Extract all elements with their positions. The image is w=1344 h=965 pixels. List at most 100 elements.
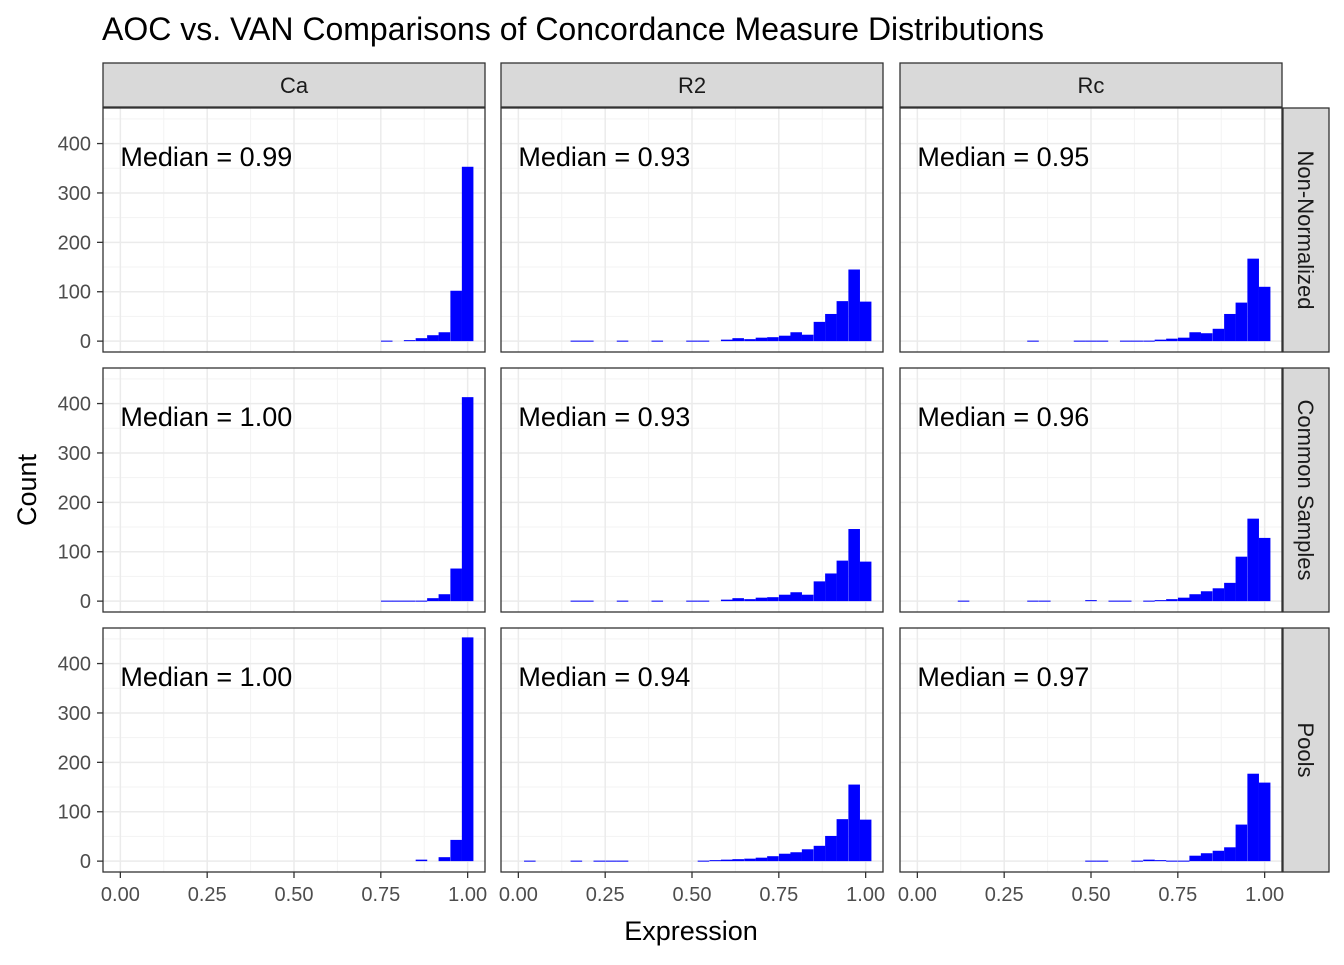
y-tick-label: 200 [58, 492, 91, 514]
histogram-bar [848, 784, 860, 862]
median-annotation: Median = 0.93 [518, 402, 690, 432]
histogram-bar [380, 340, 393, 342]
histogram-bar [1131, 340, 1143, 342]
histogram-bar [1166, 860, 1178, 862]
x-axis-label: Expression [624, 916, 758, 946]
panel-border [500, 367, 884, 613]
histogram-bar [616, 340, 629, 342]
histogram-bar [1189, 594, 1201, 602]
histogram-bar [616, 600, 629, 602]
row-strip [1282, 367, 1330, 613]
histogram-bar [767, 597, 779, 602]
histogram-bar [616, 860, 629, 862]
y-tick-label: 100 [58, 542, 91, 564]
histogram-bar [813, 581, 826, 602]
histogram-bar [1247, 258, 1259, 342]
histogram-bar [570, 340, 583, 342]
histogram-bar [755, 337, 768, 342]
median-annotation: Median = 0.97 [917, 662, 1089, 692]
facet-panel: Median = 1.00 0 100 200 300 400 0.00 0.25 0.50 0.… [58, 627, 487, 906]
column-strip-label: Ca [280, 73, 309, 98]
histogram-bar [582, 340, 594, 342]
y-axis-label: Count [12, 453, 42, 526]
histogram-bar [1200, 591, 1213, 602]
histogram-bar [1189, 855, 1201, 862]
histogram-bar [1085, 600, 1097, 602]
histogram-bar [450, 568, 462, 602]
y-tick-label: 200 [58, 232, 91, 254]
histogram-bar [732, 338, 744, 342]
histogram-bar [1027, 340, 1039, 342]
panel-border [899, 367, 1283, 613]
column-strip [899, 62, 1283, 108]
histogram-bar [686, 340, 698, 342]
histogram-bar [1212, 588, 1225, 602]
histogram-bar [1224, 582, 1236, 602]
histogram-bar [697, 600, 710, 602]
histogram-bar [1131, 860, 1143, 862]
histogram-bar [848, 269, 860, 342]
x-tick-label: 0.75 [361, 884, 400, 906]
histogram-bar [1235, 302, 1248, 342]
histogram-bar [461, 166, 474, 342]
histogram-bar [1108, 600, 1121, 602]
histogram-bar [1085, 340, 1097, 342]
histogram-bar [1177, 860, 1190, 862]
histogram-bar [1212, 328, 1225, 342]
histogram-bar [778, 335, 791, 342]
histogram-bar [605, 860, 617, 862]
panel-border [899, 107, 1283, 353]
row-strip [1282, 107, 1330, 353]
median-annotation: Median = 0.95 [917, 142, 1089, 172]
histogram-bar [859, 819, 872, 862]
histogram-bar [790, 592, 802, 602]
histogram-bar [450, 290, 462, 342]
row-strip-label: Pools [1293, 722, 1318, 777]
histogram-bar [825, 313, 837, 342]
y-tick-label: 300 [58, 703, 91, 725]
histogram-bar [1212, 850, 1225, 862]
histogram-bar [767, 337, 779, 342]
histogram-bar [651, 600, 664, 602]
histogram-bar [836, 301, 849, 342]
histogram-bar [720, 339, 733, 342]
x-tick-label: 0.25 [586, 884, 625, 906]
histogram-bar [1189, 332, 1201, 342]
histogram-bar [836, 819, 849, 862]
histogram-bar [1154, 860, 1167, 862]
median-annotation: Median = 0.93 [518, 142, 690, 172]
histogram-bar [392, 600, 404, 602]
facet-panel: Median = 0.93 [500, 107, 884, 353]
histogram-bar [720, 859, 733, 862]
histogram-bar [1039, 600, 1051, 602]
facet-panel: Median = 0.97 0.00 0.25 0.50 0.75 1.00 [898, 627, 1284, 906]
column-strip-label: Rc [1078, 73, 1105, 98]
histogram-bar [813, 321, 826, 342]
histogram-bar [427, 335, 439, 342]
histogram-bar [461, 637, 474, 862]
histogram-bar [1235, 824, 1248, 862]
histogram-bar [801, 594, 814, 602]
row-strip [1282, 627, 1330, 873]
histogram-bar [582, 600, 594, 602]
histogram-bar [1177, 597, 1190, 602]
histogram-bar [1096, 860, 1109, 862]
histogram-bar [427, 598, 439, 602]
x-tick-label: 0.50 [275, 884, 314, 906]
panel-border [500, 107, 884, 353]
median-annotation: Median = 1.00 [120, 662, 292, 692]
histogram-bar [1177, 337, 1190, 342]
histogram-bar [415, 338, 428, 342]
x-tick-label: 0.00 [499, 884, 538, 906]
histogram-bar [1258, 286, 1271, 342]
y-tick-label: 0 [80, 851, 91, 873]
histogram-bar [813, 845, 826, 862]
histogram-bar [403, 340, 416, 342]
histogram-bar [686, 600, 698, 602]
facet-panel: Median = 0.99 0 100 200 300 400 [58, 107, 486, 353]
panel-border [102, 107, 486, 353]
facet-panel: Median = 0.96 [899, 367, 1283, 613]
column-strip [500, 62, 884, 108]
